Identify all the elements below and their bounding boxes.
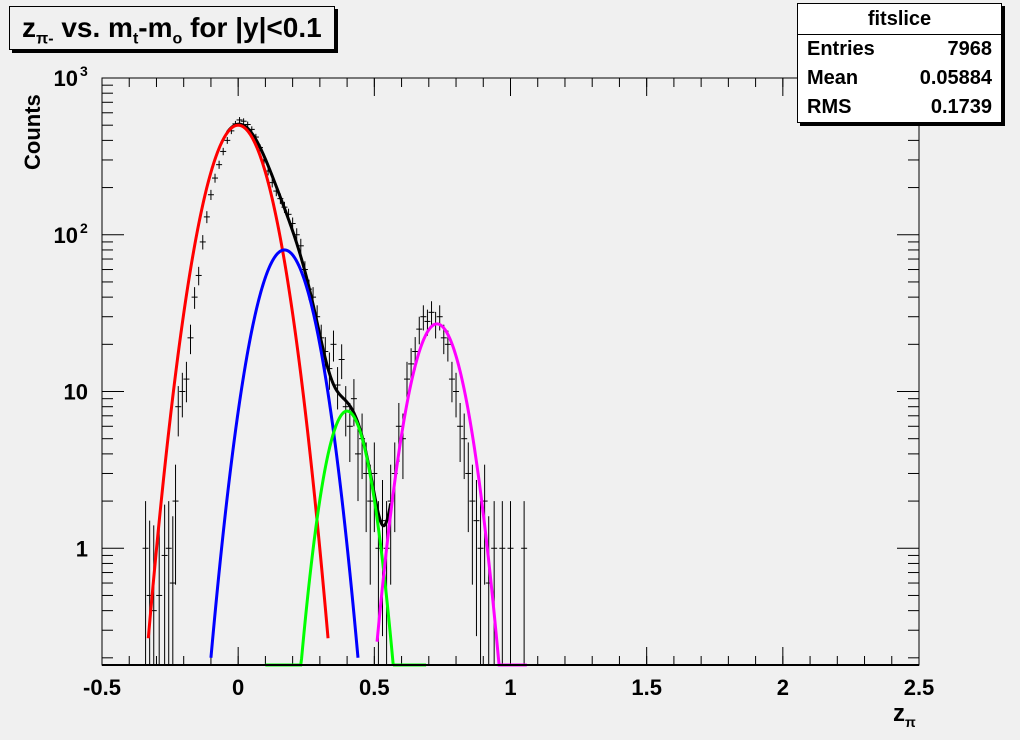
stats-row-rms: RMS 0.1739 [798,93,1001,122]
stats-box: fitslice Entries 7968 Mean 0.05884 RMS 0… [797,3,1002,123]
stats-row-mean: Mean 0.05884 [798,64,1001,93]
stats-value: 0.1739 [930,96,992,118]
stats-row-entries: Entries 7968 [798,35,1001,64]
y-tick-exponent: 2 [80,220,88,236]
y-tick-label: 10 [64,380,88,405]
x-tick-label: 2.5 [904,675,935,700]
x-tick-label: 2 [777,675,789,700]
y-axis-title: Counts [20,94,45,170]
y-tick-label: 10 [54,66,78,91]
gaussian-fit-curve-1 [146,123,330,639]
stats-header: fitslice [798,4,1001,35]
x-tick-label: 1.5 [631,675,662,700]
stats-label: Entries [807,38,875,60]
stats-value: 7968 [947,38,993,60]
stats-label: Mean [807,67,859,89]
x-axis-title: zπ [893,700,916,730]
x-tick-label: 1 [504,675,516,700]
x-tick-label: 0 [232,675,244,700]
x-tick-label: 0.5 [359,675,390,700]
stats-value: 0.05884 [919,67,992,89]
x-tick-label: -0.5 [83,675,121,700]
plot-title: zπ- vs. mt-mo for |y|<0.1 [9,6,335,50]
y-tick-label: 1 [76,536,88,561]
y-tick-exponent: 3 [80,63,88,79]
stats-label: RMS [807,96,852,118]
y-tick-label: 10 [54,223,78,248]
